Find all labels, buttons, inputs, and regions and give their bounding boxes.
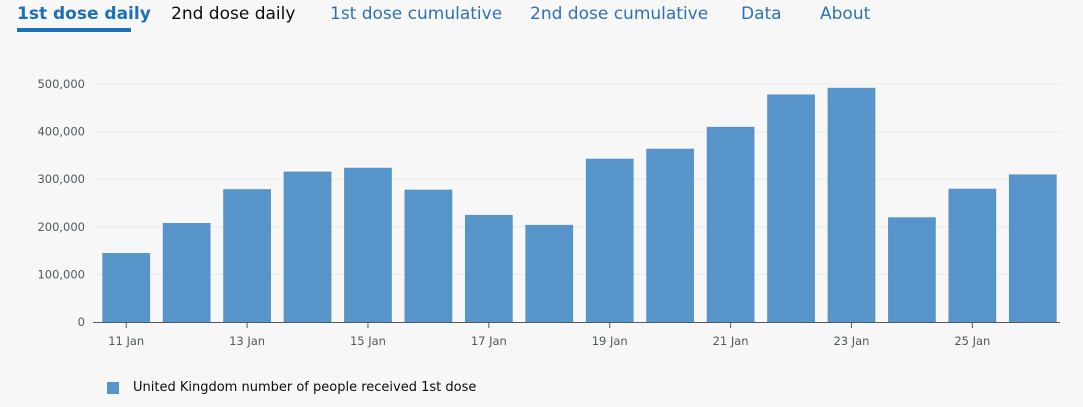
y-tick-label: 400,000: [37, 125, 85, 139]
tab-2nd-dose-cumulative[interactable]: 2nd dose cumulative: [530, 4, 709, 24]
bar-26-jan: [1008, 174, 1057, 322]
tab-data[interactable]: Data: [741, 4, 782, 24]
bar-16-jan: [404, 189, 453, 322]
y-tick-label: 0: [78, 315, 85, 329]
x-tick-label: 13 Jan: [229, 334, 265, 348]
tab-2nd-dose-daily[interactable]: 2nd dose daily: [171, 4, 296, 24]
bar-22-jan: [767, 94, 815, 322]
bar-11-jan: [102, 252, 151, 322]
bar-25-jan: [948, 188, 997, 322]
y-tick-label: 500,000: [37, 77, 85, 91]
x-tick-label: 11 Jan: [108, 334, 144, 348]
bar-14-jan: [283, 171, 332, 322]
bar-17-jan: [464, 214, 513, 322]
bar-23-jan: [827, 87, 876, 322]
x-tick-label: 17 Jan: [471, 334, 507, 348]
bar-19-jan: [585, 158, 634, 322]
y-tick-label: 100,000: [37, 267, 85, 281]
x-tick-label: 25 Jan: [954, 334, 990, 348]
x-tick-label: 23 Jan: [833, 334, 869, 348]
tab-1st-dose-daily[interactable]: 1st dose daily: [17, 4, 151, 24]
tab-about[interactable]: About: [820, 4, 871, 24]
y-tick-label: 300,000: [37, 172, 85, 186]
bar-18-jan: [525, 224, 574, 322]
y-tick-label: 200,000: [37, 220, 85, 234]
legend-label: United Kingdom number of people received…: [133, 380, 477, 395]
bar-chart: 0 100,000 200,000 300,000 400,000 500,000 11 J…: [37, 77, 1060, 348]
legend: United Kingdom number of people received…: [107, 380, 476, 395]
x-tick-label: 19 Jan: [592, 334, 628, 348]
bar-24-jan: [888, 217, 936, 322]
bar-20-jan: [646, 148, 695, 322]
active-tab-underline: [17, 28, 131, 32]
tab-1st-dose-cumulative[interactable]: 1st dose cumulative: [330, 4, 503, 24]
bar-21-jan: [706, 126, 755, 322]
bar-13-jan: [223, 189, 271, 322]
legend-swatch: [107, 381, 119, 394]
x-tick-label: 15 Jan: [350, 334, 386, 348]
tab-bar: 1st dose daily 2nd dose daily 1st dose c…: [0, 0, 1083, 36]
bar-15-jan: [344, 167, 392, 322]
bar-12-jan: [162, 222, 211, 322]
x-tick-label: 21 Jan: [713, 334, 749, 348]
